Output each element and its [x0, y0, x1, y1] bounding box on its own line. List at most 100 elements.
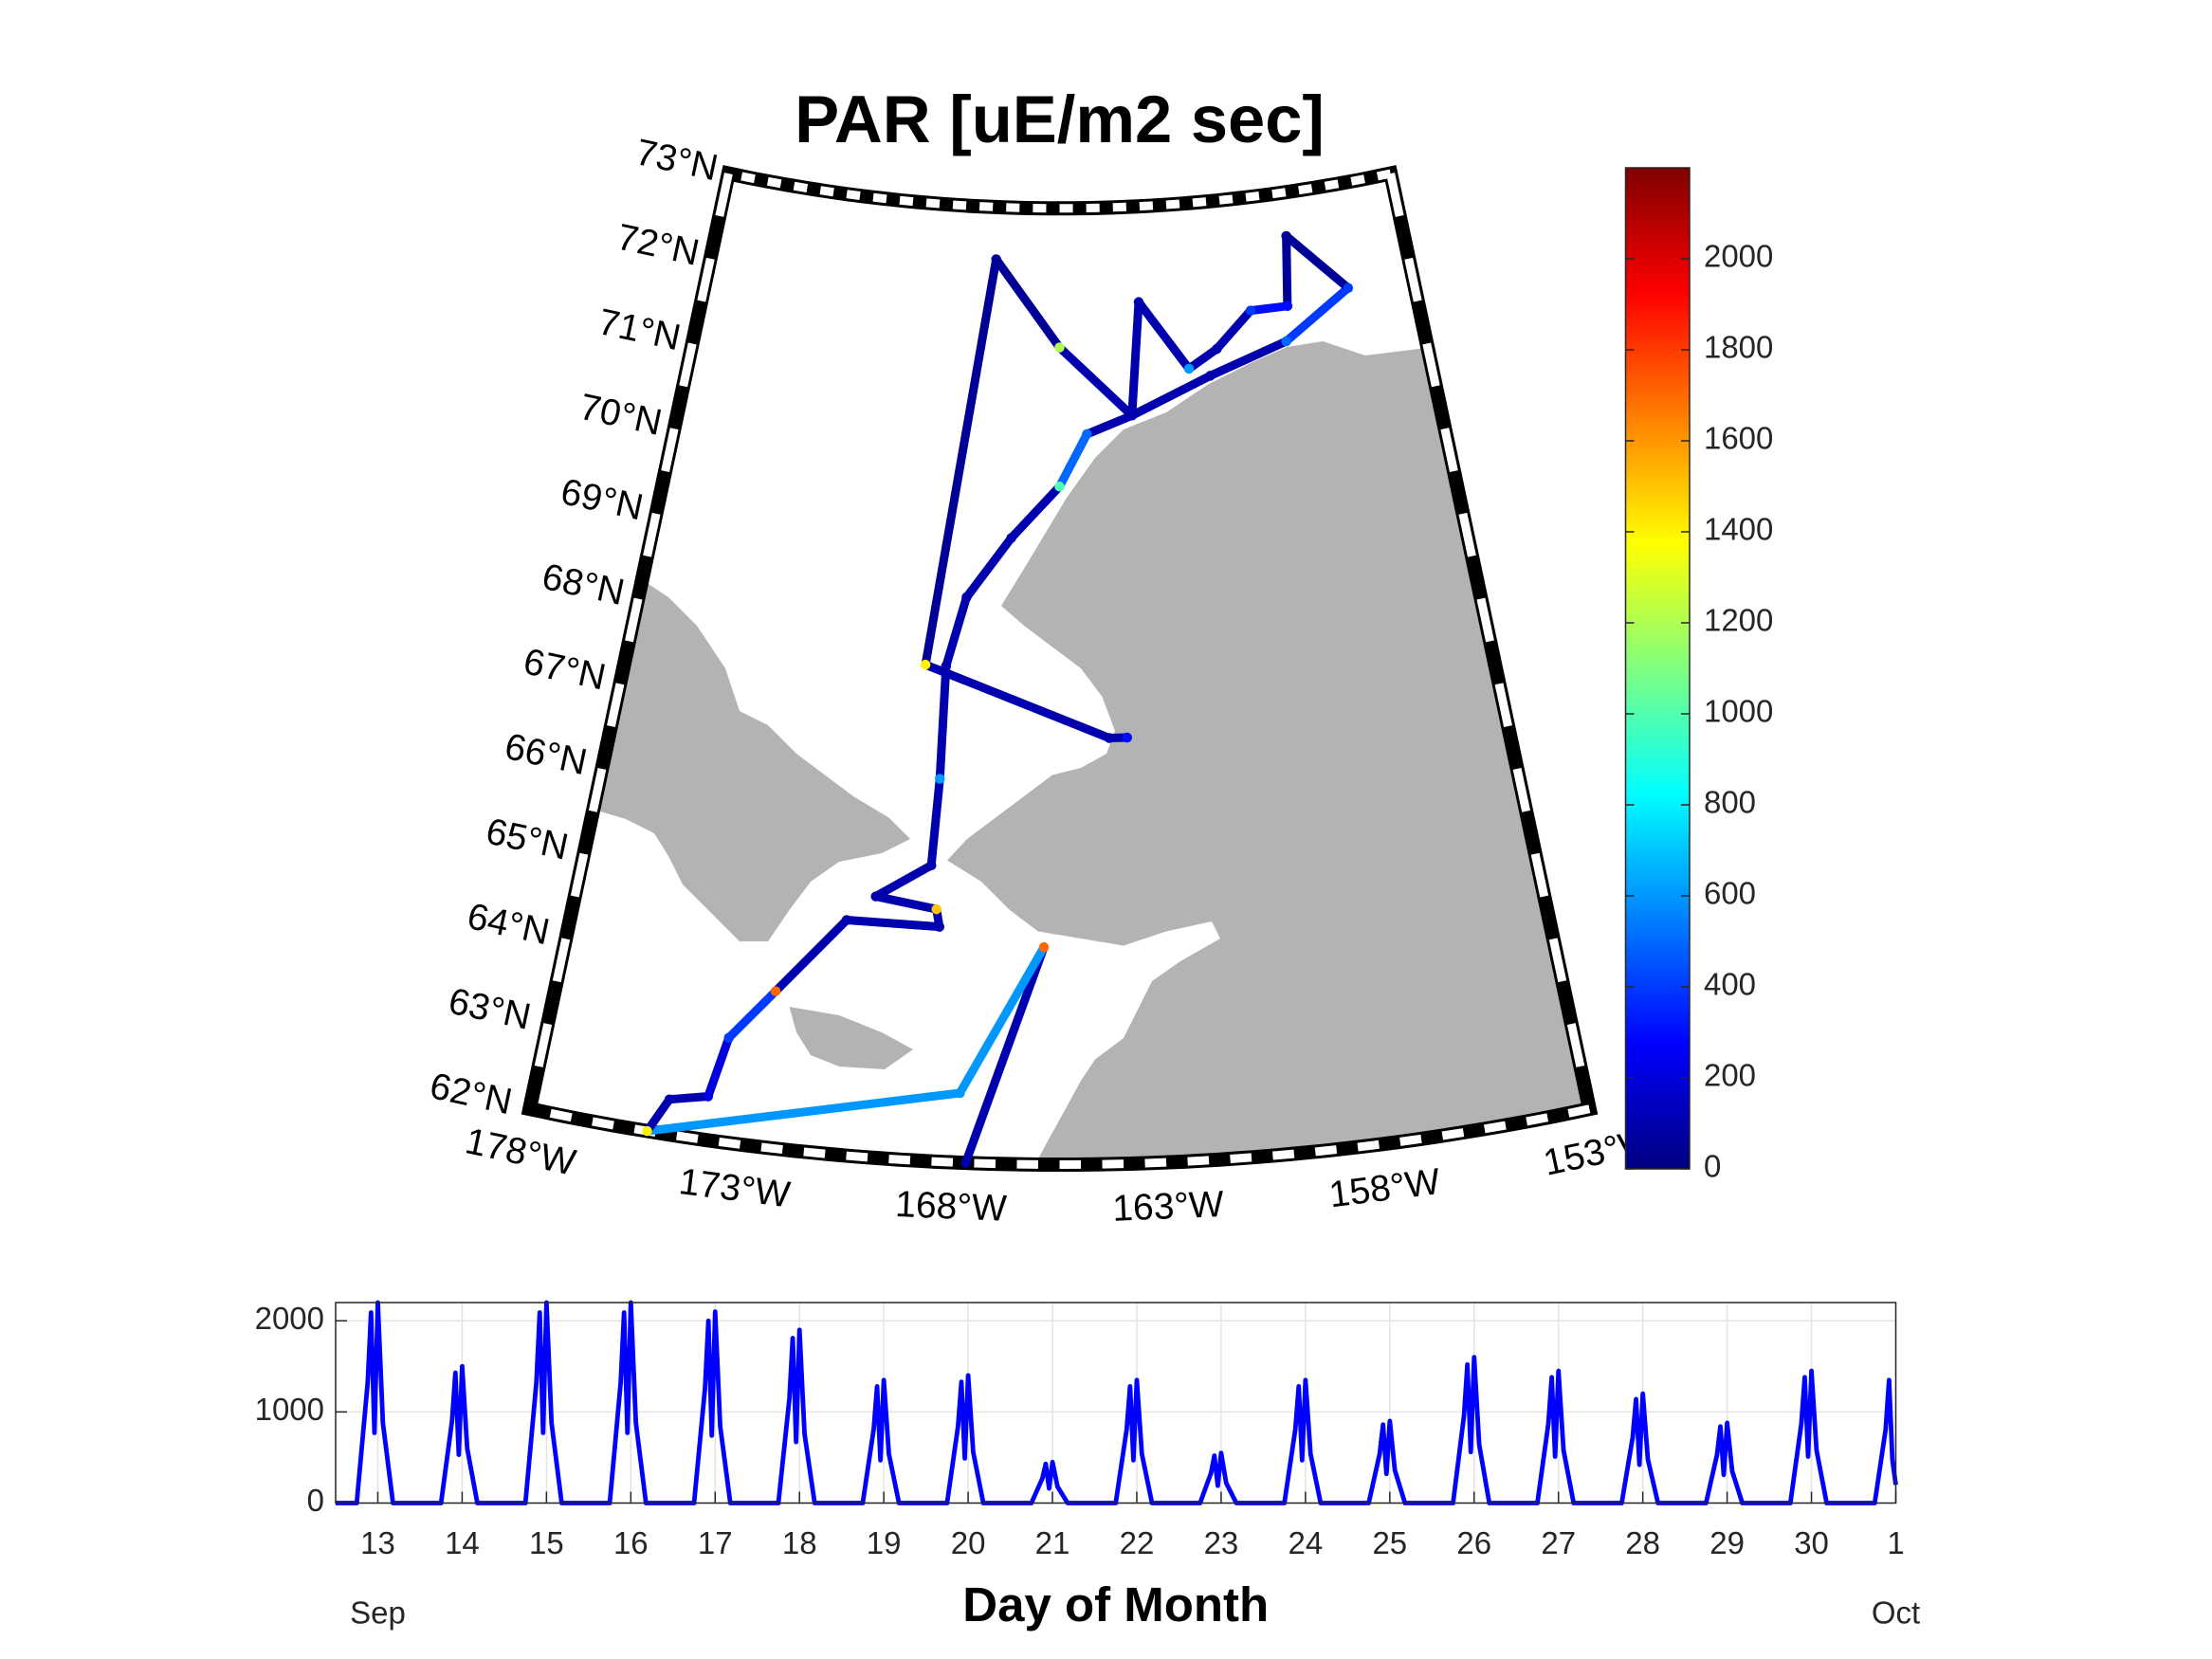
lat-label: 71°N: [594, 301, 684, 358]
frame-dash: [679, 342, 697, 388]
frame-dash: [625, 597, 643, 643]
track-segment: [960, 942, 1049, 1168]
frame-dash: [534, 1023, 553, 1067]
track-segment: [771, 916, 851, 996]
colorbar-label: 200: [1704, 1058, 1756, 1093]
colorbar-label: 800: [1704, 785, 1756, 820]
month-label: Sep: [350, 1595, 406, 1631]
track-segment: [1184, 344, 1221, 374]
frame-dash: [819, 186, 834, 197]
track-point: [664, 1094, 675, 1104]
track-segment: [941, 592, 971, 670]
frame-dash: [1272, 1149, 1295, 1160]
track-point: [841, 915, 852, 925]
frame-dash: [1350, 174, 1365, 186]
colorbar-label: 600: [1704, 876, 1756, 911]
track-segment: [704, 1033, 734, 1102]
colorbar-label: 1400: [1704, 512, 1773, 547]
track-point: [934, 921, 945, 932]
lon-label: 168°W: [894, 1184, 1007, 1230]
lat-label: 69°N: [558, 471, 647, 528]
frame-dash: [1376, 169, 1392, 181]
frame-dash: [1112, 202, 1126, 212]
frame-dash: [1440, 428, 1458, 472]
lat-label: 62°N: [427, 1066, 516, 1122]
frame-dash: [1530, 852, 1549, 898]
track-point: [723, 1032, 734, 1043]
lon-label: 158°W: [1326, 1161, 1442, 1215]
frame-dash: [661, 428, 679, 472]
y-tick-label: 2000: [255, 1301, 324, 1336]
frame-dash: [1422, 342, 1440, 388]
frame-dash: [1566, 1023, 1585, 1067]
frame-dash: [952, 200, 967, 210]
frame-dash: [676, 1131, 699, 1143]
frame-dash: [643, 512, 661, 557]
frame-dash: [570, 852, 589, 898]
lat-label: 67°N: [520, 641, 609, 698]
track-segment: [1127, 371, 1215, 420]
track-segment: [961, 534, 1016, 602]
track-point: [991, 254, 1001, 264]
month-label: Oct: [1872, 1595, 1920, 1631]
frame-dash: [1139, 201, 1154, 211]
lat-label: 70°N: [576, 387, 666, 444]
frame-dash: [1187, 1156, 1210, 1166]
frame-dash: [925, 198, 941, 209]
lat-label: 66°N: [502, 726, 591, 783]
frame-dash: [1144, 1158, 1167, 1168]
track-point: [1281, 230, 1291, 242]
lat-label: 63°N: [445, 981, 534, 1038]
track-segment: [1282, 283, 1353, 346]
x-tick-label: 23: [1204, 1525, 1239, 1560]
frame-dash: [793, 181, 809, 192]
x-tick-label: 18: [782, 1525, 817, 1560]
track-point: [1205, 371, 1216, 381]
y-tick-label: 1000: [255, 1392, 324, 1427]
track-segment: [926, 775, 944, 870]
track-segment: [1134, 298, 1194, 374]
plot-area: [336, 1302, 1896, 1504]
track-segment: [665, 1092, 713, 1104]
track-segment: [871, 861, 936, 902]
frame-dash: [1548, 938, 1567, 983]
frame-dash: [1230, 1153, 1252, 1163]
x-tick-label: 19: [867, 1525, 902, 1560]
track-segment: [1246, 301, 1292, 316]
track-point: [1343, 283, 1354, 293]
track-point: [1104, 733, 1115, 743]
track-segment: [1055, 342, 1137, 420]
frame-dash: [899, 195, 914, 207]
x-tick-label: 28: [1625, 1525, 1660, 1560]
track-point: [960, 1158, 971, 1168]
track-point: [1183, 363, 1195, 374]
frame-dash: [1484, 1121, 1507, 1134]
lat-label: 72°N: [613, 217, 703, 274]
track-segment: [1055, 429, 1091, 491]
frame-dash: [931, 1157, 954, 1167]
track-segment: [1082, 410, 1137, 439]
frame-dash: [549, 1108, 573, 1122]
lon-label: 173°W: [677, 1161, 793, 1215]
track-point: [1122, 732, 1133, 743]
land-alaska: [947, 340, 1590, 1165]
frame-dash: [1526, 1113, 1549, 1126]
x-tick-label: 15: [529, 1525, 564, 1560]
frame-dash: [1494, 683, 1512, 728]
track-segment: [921, 254, 1001, 669]
x-tick-label: 27: [1541, 1525, 1576, 1560]
frame-dash: [1298, 184, 1313, 195]
track-segment: [842, 916, 944, 932]
colorbar-label: 2000: [1704, 239, 1773, 274]
x-tick-label: 25: [1372, 1525, 1407, 1560]
frame-dash: [846, 190, 861, 200]
frame-dash: [1476, 597, 1494, 643]
track-segment: [1212, 306, 1255, 354]
track-segment: [643, 1088, 964, 1136]
x-tick-label: 13: [360, 1525, 395, 1560]
frame-dash: [740, 172, 756, 184]
lat-label: 73°N: [632, 132, 722, 189]
plot-border: [335, 1302, 1897, 1504]
frame-band: [521, 165, 1599, 1172]
track-point: [870, 891, 881, 902]
